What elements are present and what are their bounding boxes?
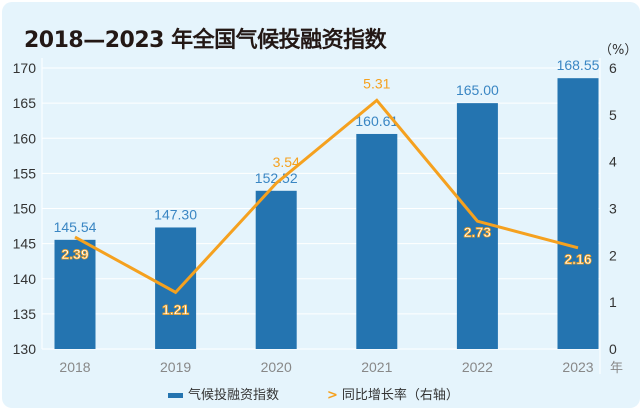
bar-data-label: 145.54 xyxy=(54,219,97,235)
right-tick-label: 1 xyxy=(609,294,617,310)
bar xyxy=(558,78,599,349)
x-tick-label: 2018 xyxy=(59,359,90,375)
x-tick-label: 2019 xyxy=(160,359,191,375)
right-tick-label: 2 xyxy=(609,247,617,263)
x-tick-label: 2020 xyxy=(261,359,292,375)
bar xyxy=(256,191,297,349)
right-tick-label: 0 xyxy=(609,341,617,357)
growth-data-label: 1.21 xyxy=(162,301,189,317)
legend-item-index: 气候投融资指数 xyxy=(168,384,279,403)
right-tick-label: 4 xyxy=(609,154,617,170)
growth-data-label: 3.54 xyxy=(273,154,300,170)
bar xyxy=(155,227,196,349)
growth-data-label: 2.39 xyxy=(61,246,88,262)
growth-data-label: 2.16 xyxy=(564,251,591,267)
x-tick-label: 2022 xyxy=(462,359,493,375)
left-tick-label: 140 xyxy=(13,271,37,287)
growth-data-label: 5.31 xyxy=(363,75,390,91)
legend-item-growth: > 同比增长率（右轴） xyxy=(327,384,459,403)
legend-line-swatch: > xyxy=(327,388,338,403)
left-tick-label: 170 xyxy=(13,60,37,76)
x-tick-label: 2021 xyxy=(361,359,392,375)
x-tick-label: 2023 xyxy=(562,359,593,375)
left-tick-label: 155 xyxy=(13,165,37,181)
left-tick-label: 145 xyxy=(13,236,37,252)
right-tick-label: 6 xyxy=(609,60,617,76)
bar xyxy=(356,134,397,349)
left-tick-label: 135 xyxy=(13,306,37,322)
x-axis-unit: 年 xyxy=(610,361,623,376)
legend-label: 同比增长率（右轴） xyxy=(342,388,459,403)
right-tick-label: 3 xyxy=(609,201,617,217)
bar-data-label: 147.30 xyxy=(154,206,197,222)
left-tick-label: 130 xyxy=(13,341,37,357)
growth-data-label: 2.73 xyxy=(464,224,491,240)
right-axis-unit: （%） xyxy=(599,43,637,58)
right-tick-label: 5 xyxy=(609,107,617,123)
left-tick-label: 165 xyxy=(13,95,37,111)
left-tick-label: 150 xyxy=(13,201,37,217)
legend-bar-swatch xyxy=(168,393,183,398)
bar-data-label: 168.55 xyxy=(557,57,600,73)
growth-line xyxy=(75,100,578,292)
left-tick-label: 160 xyxy=(13,130,37,146)
bar-data-label: 165.00 xyxy=(456,82,499,98)
bar-data-label: 160.61 xyxy=(355,113,398,129)
legend-label: 气候投融资指数 xyxy=(188,388,279,403)
